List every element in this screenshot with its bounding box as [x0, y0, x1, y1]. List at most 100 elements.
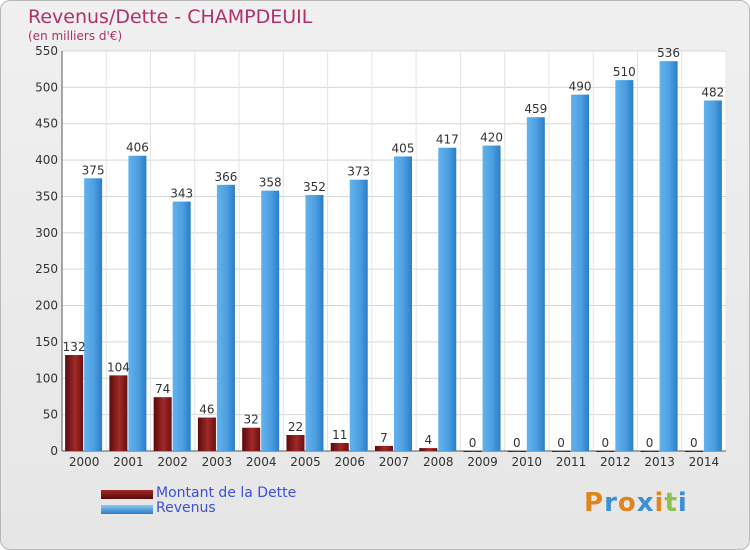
x-tick-label: 2006 [334, 455, 365, 469]
data-label-revenue: 375 [82, 163, 105, 177]
bar-debt-2008 [419, 448, 438, 451]
bar-revenue-2000 [84, 178, 103, 452]
bar-revenue-2008 [438, 147, 457, 451]
data-label-debt: 32 [244, 413, 259, 427]
bar-debt-2006 [330, 443, 349, 451]
y-tick-label: 350 [35, 189, 58, 203]
bar-debt-2007 [375, 445, 393, 451]
data-label-revenue: 352 [303, 180, 326, 194]
x-tick-label: 2010 [512, 455, 543, 469]
bar-revenue-2012 [615, 80, 634, 451]
logo-letter: i [677, 488, 688, 518]
logo-letter: t [664, 488, 678, 518]
data-label-debt: 4 [424, 433, 432, 447]
bar-debt-2003 [197, 417, 216, 451]
data-label-revenue: 343 [170, 187, 193, 201]
x-tick-label: 2001 [113, 455, 144, 469]
x-tick-label: 2002 [157, 455, 188, 469]
chart-subtitle: (en milliers d'€) [28, 29, 123, 43]
data-label-revenue: 373 [347, 165, 370, 179]
data-label-debt: 11 [332, 428, 347, 442]
data-label-debt: 0 [646, 436, 654, 450]
bar-debt-2013 [640, 451, 659, 452]
bar-revenue-2011 [571, 94, 590, 452]
bar-revenue-2007 [394, 156, 412, 452]
data-label-revenue: 482 [701, 85, 724, 99]
y-tick-label: 450 [35, 117, 58, 131]
y-tick-label: 550 [35, 44, 58, 58]
data-label-debt: 132 [63, 340, 86, 354]
bar-debt-2001 [109, 375, 128, 451]
x-tick-label: 2011 [556, 455, 587, 469]
data-label-debt: 104 [107, 360, 130, 374]
data-label-revenue: 366 [214, 170, 237, 184]
x-tick-label: 2013 [644, 455, 675, 469]
data-label-debt: 0 [513, 436, 521, 450]
bar-debt-2011 [552, 451, 571, 452]
y-tick-label: 100 [35, 371, 58, 385]
y-tick-label: 500 [35, 80, 58, 94]
legend-swatch-debt [101, 490, 153, 499]
logo-letter: r [604, 488, 618, 518]
bar-revenue-2006 [349, 179, 368, 451]
data-label-revenue: 490 [569, 80, 592, 94]
x-tick-label: 2007 [379, 455, 410, 469]
data-label-debt: 0 [557, 436, 565, 450]
bar-revenue-2010 [526, 117, 545, 451]
bar-revenue-2009 [482, 145, 501, 451]
legend-swatch-revenue [101, 505, 153, 514]
data-label-debt: 74 [155, 382, 170, 396]
bar-debt-2010 [507, 451, 526, 452]
data-label-debt: 0 [602, 436, 610, 450]
bar-debt-2012 [596, 451, 615, 452]
data-label-debt: 0 [690, 436, 698, 450]
chart-title: Revenus/Dette - CHAMPDEUIL [28, 6, 313, 28]
data-label-revenue: 536 [657, 46, 680, 60]
x-tick-label: 2004 [246, 455, 277, 469]
data-label-debt: 0 [469, 436, 477, 450]
y-tick-label: 0 [50, 444, 58, 458]
logo-letter: x [636, 488, 655, 518]
proxiti-logo: Proxiti [584, 488, 688, 518]
data-label-debt: 22 [288, 420, 303, 434]
logo-letter: o [617, 488, 637, 518]
data-label-revenue: 406 [126, 141, 149, 155]
data-label-revenue: 358 [259, 176, 282, 190]
x-tick-label: 2003 [202, 455, 233, 469]
data-label-revenue: 420 [480, 131, 503, 145]
legend-label-revenue: Revenus [156, 500, 216, 516]
x-tick-label: 2008 [423, 455, 454, 469]
data-label-revenue: 417 [436, 133, 459, 147]
data-label-debt: 7 [380, 431, 388, 445]
logo-letter: i [654, 488, 665, 518]
y-tick-label: 150 [35, 335, 58, 349]
data-label-revenue: 459 [524, 102, 547, 116]
y-tick-label: 400 [35, 153, 58, 167]
bar-revenue-2002 [172, 201, 191, 451]
bar-debt-2009 [463, 451, 482, 452]
bar-revenue-2005 [305, 195, 324, 451]
y-tick-label: 250 [35, 262, 58, 276]
bar-debt-2000 [65, 355, 84, 451]
bar-revenue-2013 [659, 61, 678, 451]
x-tick-label: 2012 [600, 455, 631, 469]
logo-letter: P [584, 488, 605, 518]
legend-label-debt: Montant de la Dette [156, 485, 297, 501]
bar-revenue-2001 [128, 155, 147, 451]
y-tick-label: 50 [43, 408, 58, 422]
x-tick-label: 2009 [467, 455, 498, 469]
bar-debt-2014 [684, 451, 703, 452]
y-tick-label: 200 [35, 299, 58, 313]
data-label-debt: 46 [199, 403, 214, 417]
bar-revenue-2004 [261, 190, 280, 452]
data-label-revenue: 405 [392, 141, 415, 155]
bar-debt-2005 [286, 435, 305, 451]
bar-revenue-2014 [703, 100, 722, 452]
bar-debt-2004 [242, 427, 261, 451]
y-tick-label: 300 [35, 226, 58, 240]
x-tick-label: 2005 [290, 455, 321, 469]
x-tick-label: 2014 [689, 455, 720, 469]
data-label-revenue: 510 [613, 65, 636, 79]
